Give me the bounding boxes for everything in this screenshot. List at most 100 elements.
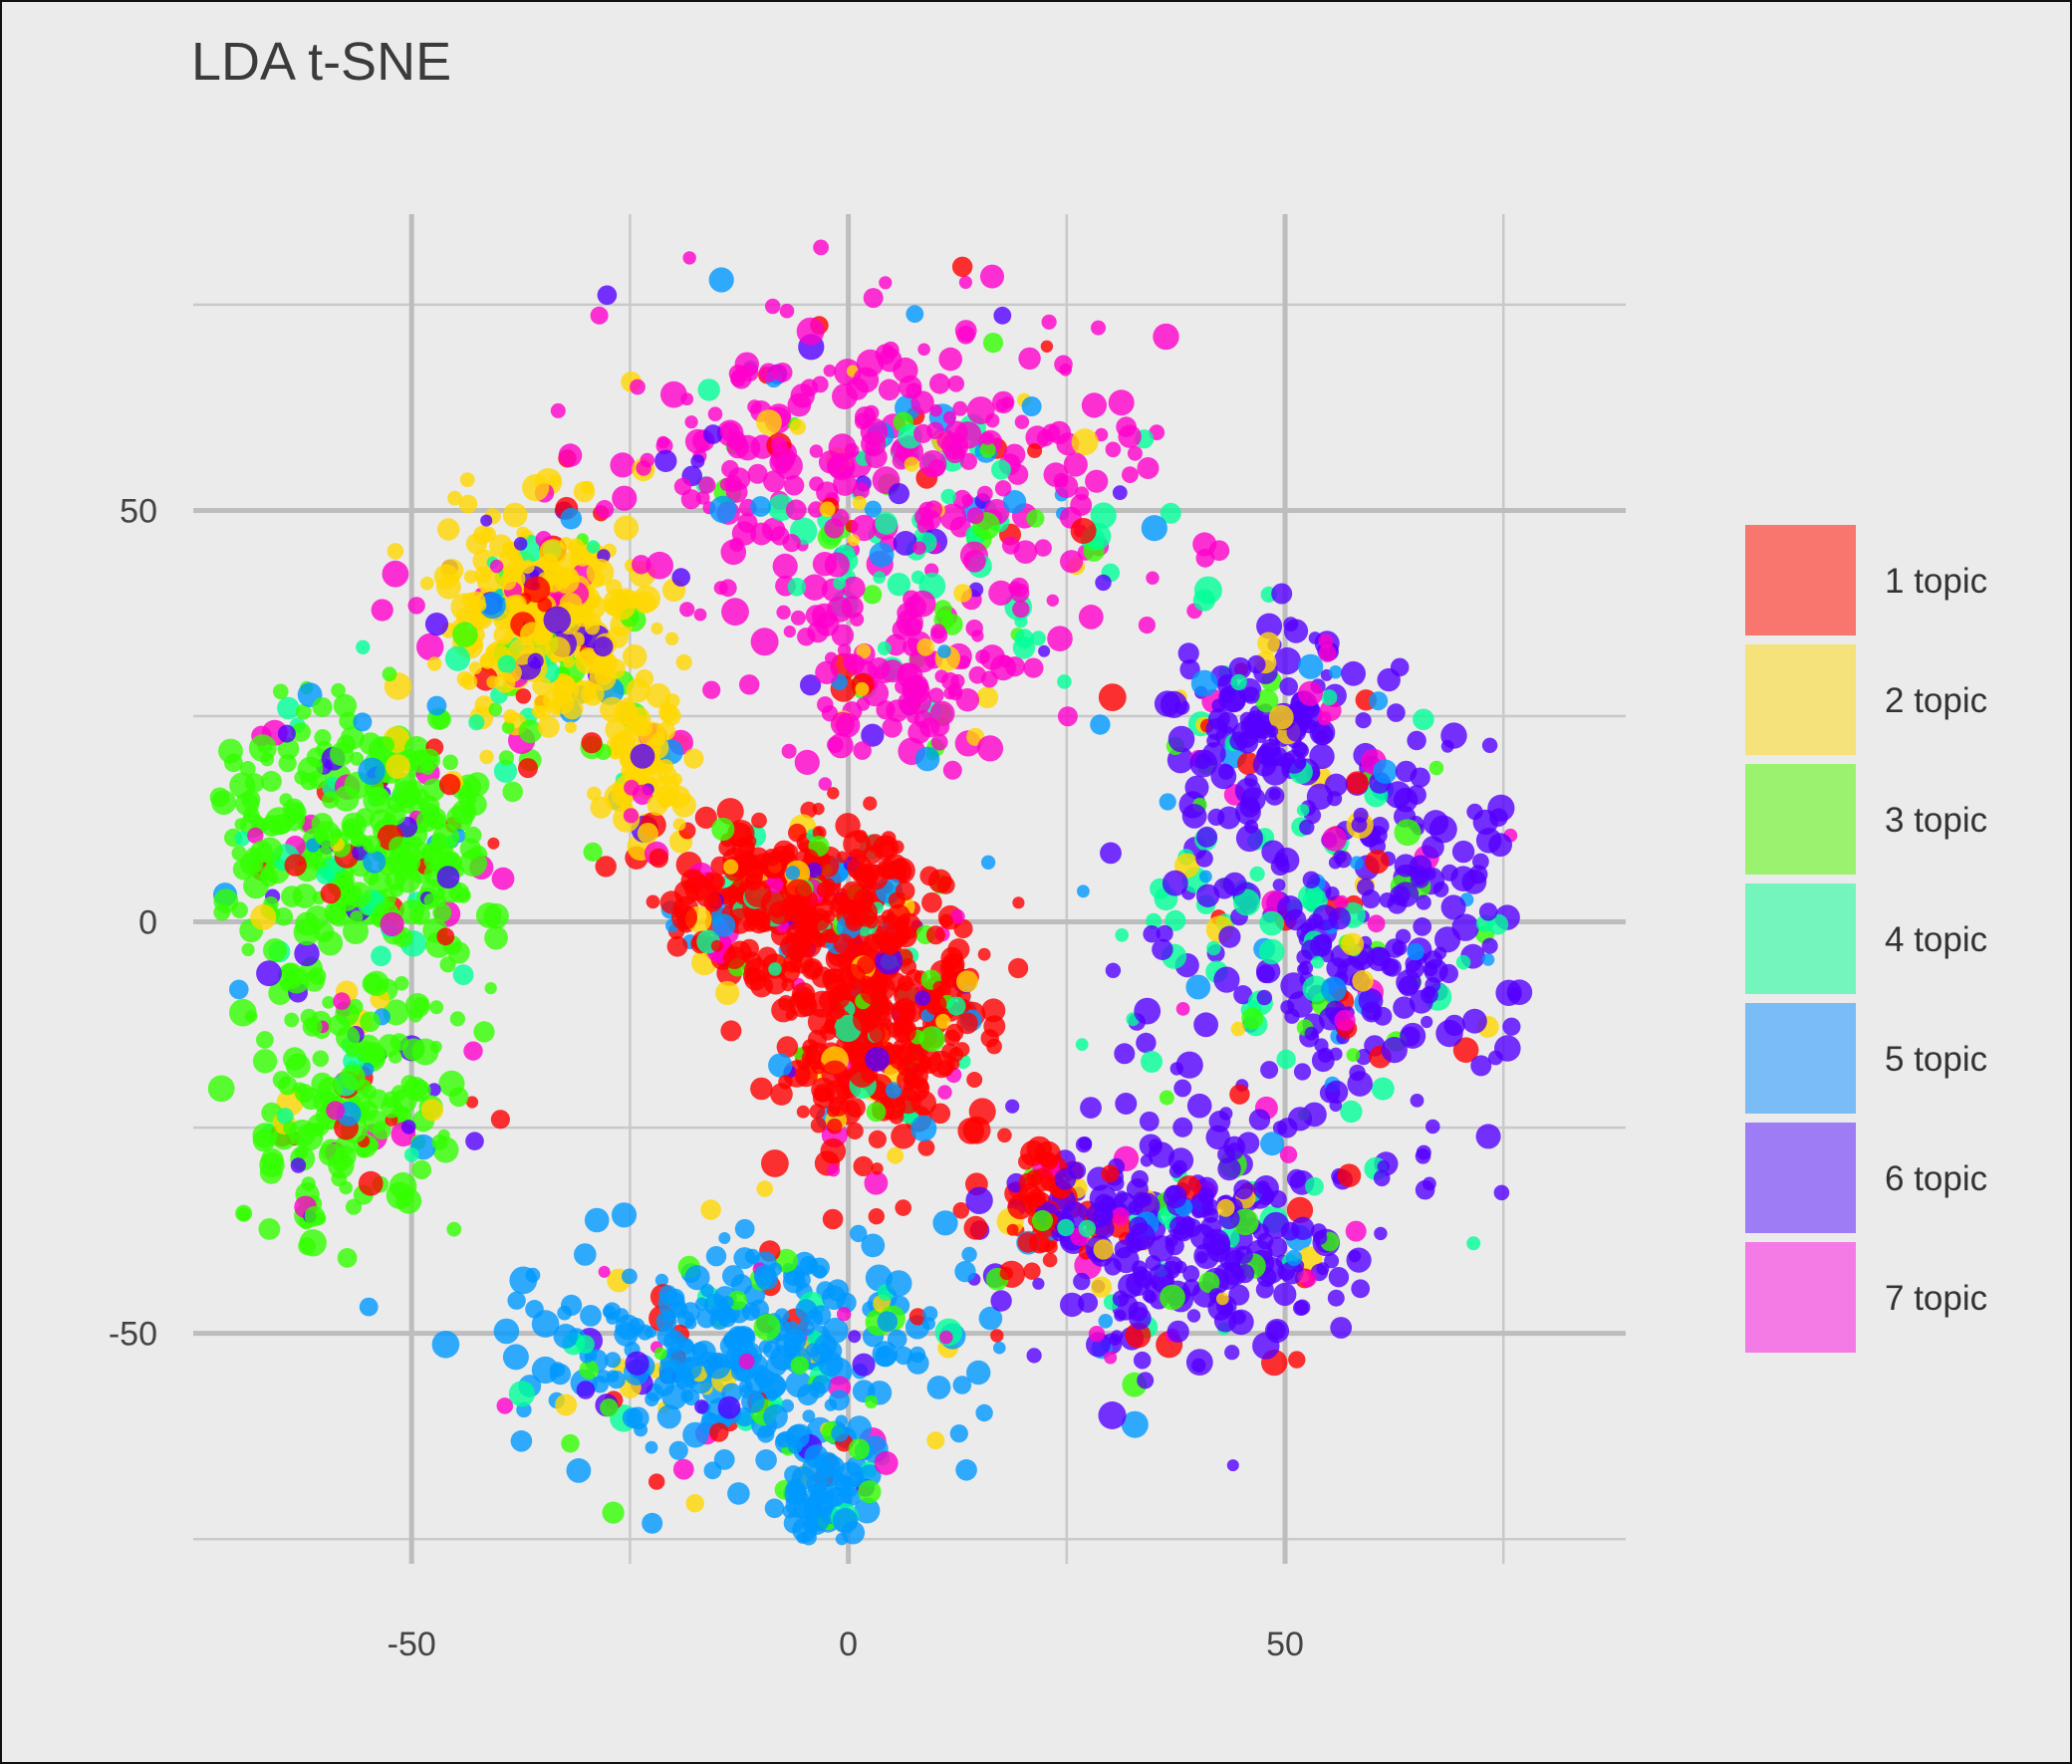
- data-point: [1367, 914, 1386, 933]
- data-point: [442, 754, 459, 771]
- data-point: [235, 792, 260, 817]
- data-point: [1308, 631, 1322, 644]
- data-point: [363, 850, 387, 874]
- data-point: [980, 855, 996, 870]
- data-point: [400, 1120, 416, 1134]
- data-point: [261, 1147, 284, 1171]
- data-point: [801, 574, 828, 601]
- data-point: [976, 485, 993, 502]
- data-point: [1319, 699, 1342, 722]
- data-point: [703, 424, 723, 444]
- data-point: [1031, 1209, 1054, 1232]
- data-point: [499, 573, 517, 591]
- data-point: [988, 580, 1014, 607]
- data-point: [968, 666, 987, 684]
- data-point: [1165, 1256, 1183, 1275]
- data-point: [891, 1124, 916, 1149]
- data-point: [664, 631, 679, 645]
- data-point: [1167, 725, 1195, 753]
- data-point: [579, 1360, 599, 1380]
- data-point: [1192, 532, 1217, 557]
- data-point: [1247, 654, 1266, 674]
- data-point: [921, 891, 942, 913]
- data-point: [895, 1199, 911, 1216]
- data-point: [867, 657, 891, 680]
- data-point: [1108, 389, 1135, 416]
- data-point: [776, 605, 791, 620]
- data-point: [1377, 1159, 1391, 1173]
- data-point: [1182, 1265, 1200, 1283]
- data-point: [350, 910, 364, 924]
- data-point: [358, 757, 386, 785]
- data-point: [490, 1110, 510, 1130]
- data-point: [1345, 1220, 1367, 1242]
- data-point: [595, 856, 617, 878]
- data-point: [993, 306, 1012, 325]
- data-point: [1341, 660, 1366, 686]
- data-point: [707, 406, 723, 422]
- data-point: [432, 902, 452, 922]
- data-point: [703, 1352, 731, 1380]
- data-point: [1334, 894, 1349, 909]
- data-point: [523, 576, 551, 604]
- data-point: [711, 817, 735, 842]
- data-point: [553, 1324, 579, 1349]
- data-point: [914, 746, 940, 772]
- data-point: [597, 285, 618, 306]
- data-point: [785, 866, 801, 881]
- data-point: [1255, 958, 1281, 984]
- data-point: [868, 1208, 885, 1225]
- data-point: [1013, 540, 1038, 564]
- data-point: [1409, 989, 1433, 1014]
- data-point: [1355, 712, 1372, 729]
- data-point: [565, 721, 577, 734]
- data-point: [975, 1403, 993, 1422]
- data-point: [797, 1384, 819, 1406]
- data-point: [429, 1000, 444, 1015]
- data-point: [1134, 997, 1162, 1025]
- data-point: [877, 839, 897, 859]
- data-point: [1235, 825, 1263, 853]
- data-point: [682, 251, 696, 265]
- data-point: [1321, 689, 1338, 706]
- data-point: [1122, 466, 1139, 483]
- data-point: [927, 1050, 955, 1079]
- data-point: [768, 1053, 793, 1078]
- data-point: [1159, 793, 1176, 811]
- data-point: [997, 1128, 1012, 1143]
- data-point: [1451, 840, 1475, 864]
- data-point: [515, 688, 532, 704]
- data-point: [888, 891, 906, 909]
- data-point: [354, 1040, 376, 1062]
- data-point: [682, 1421, 708, 1448]
- data-point: [1276, 1049, 1296, 1070]
- data-point: [1374, 1226, 1388, 1241]
- data-point: [360, 1011, 381, 1033]
- data-point: [1293, 1063, 1312, 1081]
- data-point: [285, 1053, 311, 1079]
- data-point: [388, 1050, 402, 1064]
- data-point: [459, 472, 475, 487]
- data-point: [653, 1375, 675, 1396]
- data-point: [812, 1087, 835, 1109]
- data-point: [1324, 1253, 1340, 1269]
- data-point: [1020, 1139, 1047, 1166]
- data-point: [800, 378, 819, 397]
- legend-key: [1745, 525, 1856, 635]
- data-point: [980, 1029, 999, 1048]
- data-point: [1167, 1147, 1194, 1173]
- data-point: [1081, 392, 1107, 418]
- data-point: [887, 573, 911, 597]
- data-point: [1091, 1276, 1113, 1298]
- data-point: [252, 1049, 278, 1074]
- data-point: [295, 1084, 315, 1104]
- data-point: [1233, 1179, 1254, 1200]
- data-point: [232, 859, 255, 881]
- data-point: [362, 835, 381, 854]
- data-point: [1334, 1009, 1356, 1031]
- data-point: [1127, 445, 1143, 461]
- data-point: [1002, 490, 1027, 514]
- data-point: [1105, 962, 1122, 978]
- data-point: [982, 333, 1004, 354]
- data-point: [1040, 1152, 1059, 1170]
